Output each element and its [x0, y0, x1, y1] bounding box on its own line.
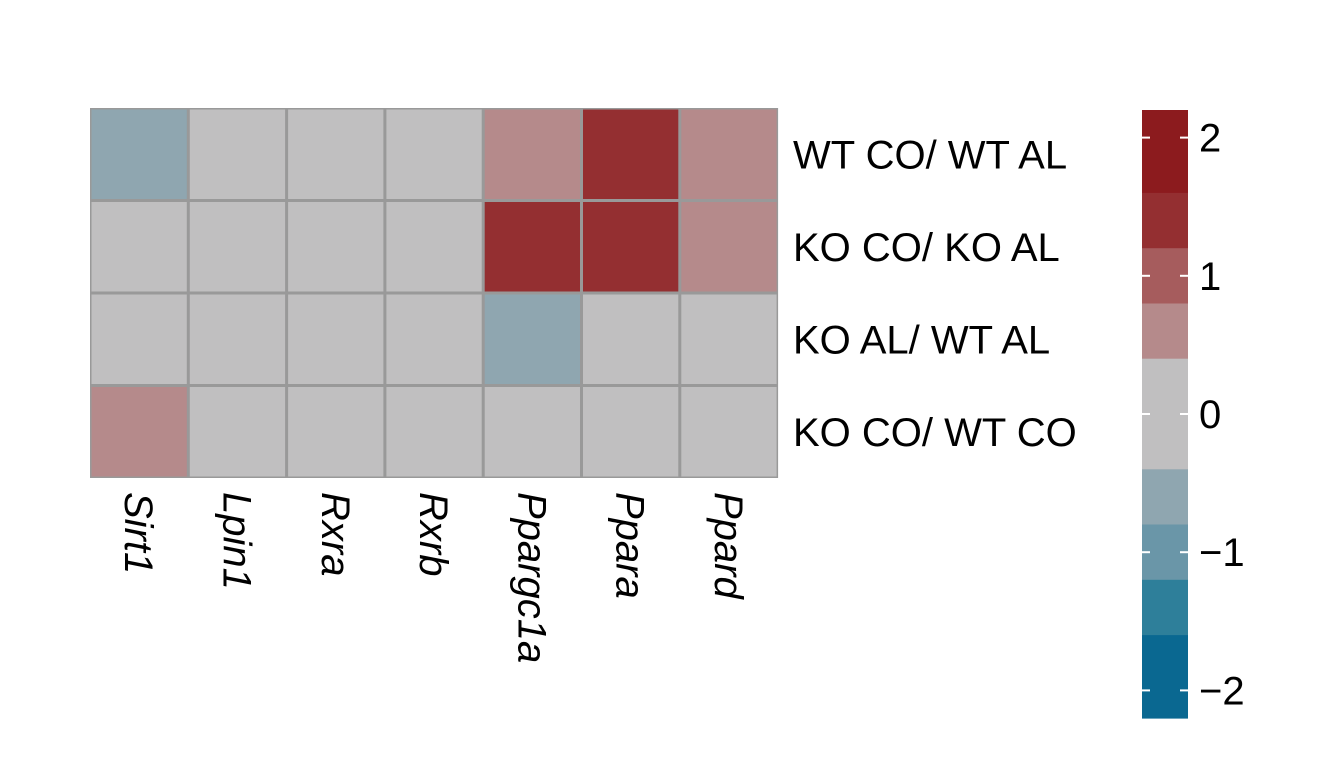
column-label: Ppara [608, 492, 652, 599]
heatmap-cell-2-3 [386, 294, 482, 384]
row-label: KO AL/ WT AL [793, 318, 1050, 362]
column-label: Sirt1 [116, 492, 160, 574]
column-label: Ppard [706, 492, 750, 600]
heatmap-cell-1-5 [583, 202, 679, 292]
column-labels: Sirt1 Lpin1 Rxra Rxrb Ppargc1a Ppara Ppard [116, 492, 750, 663]
legend-tick-label: −1 [1199, 531, 1245, 575]
heatmap-cell-3-1 [189, 387, 286, 477]
heatmap-cells [90, 108, 779, 478]
heatmap-cell-1-6 [681, 202, 777, 292]
legend-tick-label: 2 [1199, 117, 1221, 161]
heatmap-cell-3-0 [91, 387, 187, 477]
legend-bin-3 [1142, 303, 1188, 360]
heatmap-cell-2-4 [484, 294, 580, 384]
legend-tick-label: 1 [1199, 255, 1221, 299]
heatmap-cell-3-3 [386, 387, 482, 477]
heatmap-cell-2-5 [583, 294, 679, 384]
legend-bin-1 [1142, 192, 1188, 249]
legend-bin-0 [1142, 110, 1188, 194]
legend-bin-7 [1142, 579, 1188, 636]
column-label: Rxra [313, 492, 357, 576]
heatmap-cell-0-1 [189, 109, 286, 199]
column-label: Rxrb [411, 492, 455, 576]
heatmap-cell-2-2 [288, 294, 384, 384]
heatmap-cell-0-2 [288, 109, 384, 199]
color-legend: 2 1 0 −1 −2 [1142, 110, 1245, 719]
heatmap-cell-0-6 [681, 109, 777, 199]
row-label: KO CO/ KO AL [793, 226, 1060, 270]
heatmap-cell-3-2 [288, 387, 384, 477]
heatmap-cell-0-0 [91, 109, 187, 199]
column-label: Ppargc1a [509, 492, 553, 663]
legend-bin-5 [1142, 469, 1188, 526]
legend-bin-8 [1142, 635, 1188, 719]
heatmap-cell-3-6 [681, 387, 777, 477]
heatmap-cell-3-4 [484, 387, 580, 477]
heatmap-cell-1-2 [288, 202, 384, 292]
heatmap-cell-1-4 [484, 202, 580, 292]
heatmap-cell-1-3 [386, 202, 482, 292]
row-label: WT CO/ WT AL [793, 133, 1067, 177]
heatmap-cell-0-5 [583, 109, 679, 199]
heatmap-cell-2-0 [91, 294, 187, 384]
row-labels: WT CO/ WT AL KO CO/ KO AL KO AL/ WT AL KO C… [793, 133, 1077, 455]
legend-tick-label: −2 [1199, 669, 1245, 713]
heatmap-cell-0-3 [386, 109, 482, 199]
heatmap-cell-2-6 [681, 294, 777, 384]
column-label: Lpin1 [215, 492, 259, 590]
heatmap-cell-3-5 [583, 387, 679, 477]
legend-tick-label: 0 [1199, 393, 1221, 437]
row-label: KO CO/ WT CO [793, 411, 1077, 455]
heatmap-cell-2-1 [189, 294, 286, 384]
heatmap-cell-0-4 [484, 109, 580, 199]
heatmap-cell-1-1 [189, 202, 286, 292]
heatmap-cell-1-0 [91, 202, 187, 292]
